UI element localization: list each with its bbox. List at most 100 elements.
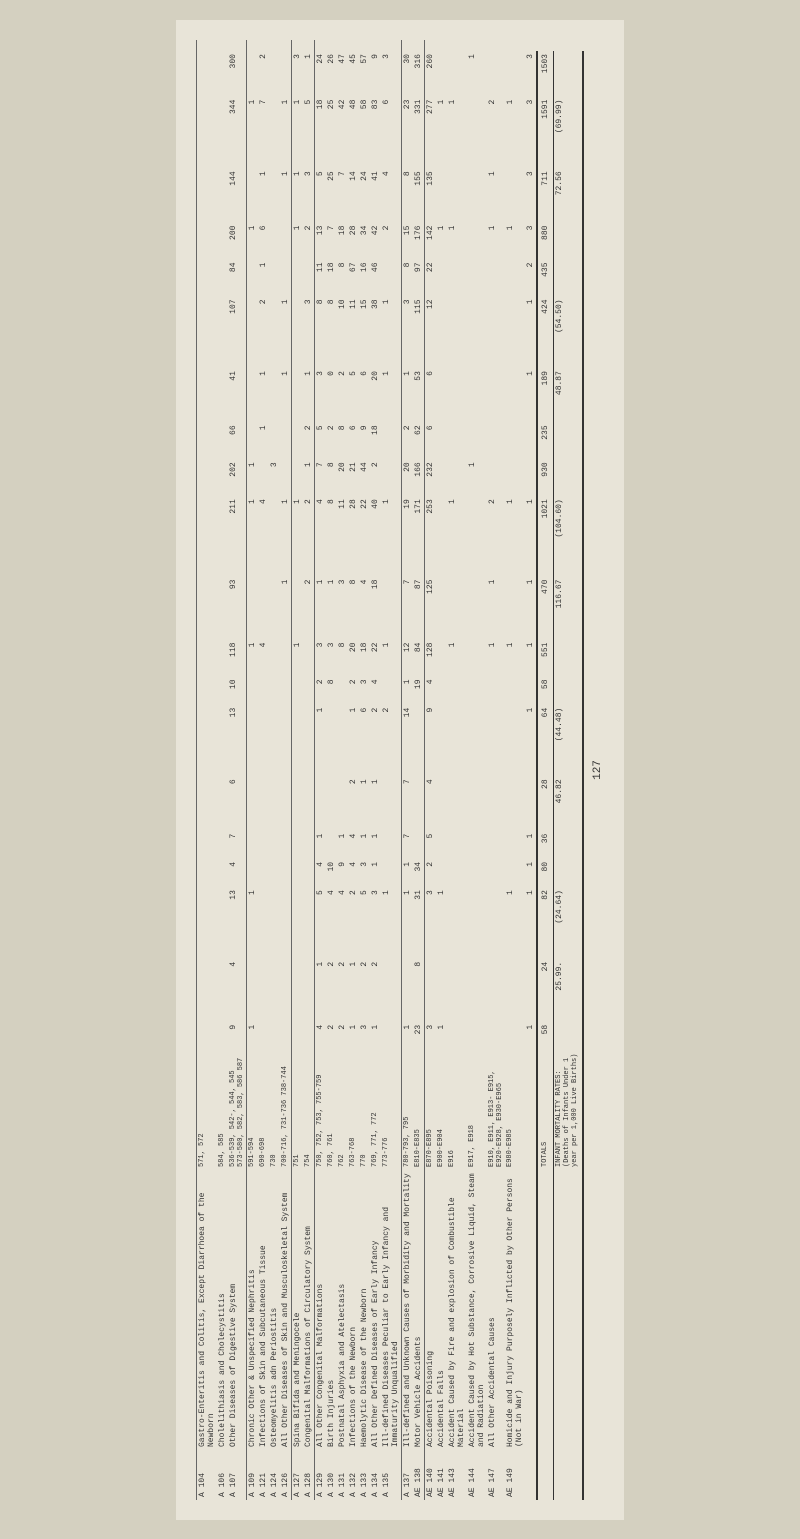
data-cell <box>525 958 537 1021</box>
data-cell: 1 <box>525 887 537 959</box>
data-cell <box>381 576 402 639</box>
data-cell: 1 <box>525 830 537 858</box>
data-cell <box>381 459 402 496</box>
data-cell: 316 <box>413 51 425 97</box>
rate-cell <box>554 639 584 676</box>
data-cell <box>381 40 402 51</box>
data-cell: 2 <box>326 958 337 1021</box>
data-cell: 1 <box>402 676 414 704</box>
data-cell: 1 <box>303 368 315 422</box>
rates-label: INFANT MORTALITY RATES: (Deaths of Infan… <box>554 1050 584 1170</box>
data-cell <box>197 830 218 858</box>
data-cell: 8 <box>326 676 337 704</box>
data-cell: 2 <box>381 704 402 776</box>
total-cell: 551 <box>537 639 554 676</box>
data-cell <box>402 40 414 51</box>
data-cell: 4 <box>425 676 437 704</box>
data-cell: 1 <box>381 496 402 576</box>
data-cell: 4 <box>228 958 247 1021</box>
data-cell <box>487 830 505 858</box>
data-cell <box>258 887 269 959</box>
data-cell: 260 <box>425 51 437 97</box>
data-cell <box>359 40 370 51</box>
data-cell <box>303 858 315 886</box>
row-icd: E810-E835 <box>413 1050 425 1170</box>
row-code: AE 138 <box>413 1450 425 1500</box>
data-cell <box>467 368 487 422</box>
data-cell <box>487 704 505 776</box>
data-cell: 13 <box>315 222 327 259</box>
data-cell: 2 <box>303 222 315 259</box>
data-cell <box>269 51 280 97</box>
data-cell <box>197 496 218 576</box>
data-cell: 11 <box>348 296 359 368</box>
data-cell <box>292 676 304 704</box>
data-cell: 25 <box>326 168 337 222</box>
data-cell: 3 <box>425 887 437 959</box>
blank <box>554 1170 584 1450</box>
data-cell: 8 <box>326 296 337 368</box>
row-icd: 763-768 <box>348 1050 359 1170</box>
data-cell: 30 <box>402 51 414 97</box>
data-cell <box>487 422 505 459</box>
row-label: Other Diseases of Digestive System <box>228 1170 247 1450</box>
data-cell: 1 <box>280 168 292 222</box>
data-cell <box>247 51 259 97</box>
data-cell: 2 <box>326 1021 337 1049</box>
data-cell <box>228 40 247 51</box>
data-cell <box>197 296 218 368</box>
data-cell <box>217 576 228 639</box>
data-cell <box>280 222 292 259</box>
data-cell: 2 <box>425 858 437 886</box>
data-cell: 107 <box>228 296 247 368</box>
data-cell <box>303 887 315 959</box>
data-cell: 2 <box>303 496 315 576</box>
data-cell <box>303 40 315 51</box>
data-cell: 3 <box>359 1021 370 1049</box>
data-cell: 34 <box>413 858 425 886</box>
data-cell: 4 <box>258 496 269 576</box>
data-cell: 8 <box>326 496 337 576</box>
rate-cell: 25.99. <box>554 958 584 1021</box>
data-cell: 1 <box>505 639 525 676</box>
data-cell <box>197 422 218 459</box>
data-cell <box>487 259 505 296</box>
data-cell <box>487 296 505 368</box>
blank <box>537 1170 554 1450</box>
row-label: Osteomyelitis adn Periostitis <box>269 1170 280 1450</box>
data-cell: 5 <box>359 887 370 959</box>
data-cell <box>467 422 487 459</box>
data-cell: 125 <box>425 576 437 639</box>
data-cell <box>447 858 467 886</box>
row-icd: 584, 585 <box>217 1050 228 1170</box>
data-cell: 6 <box>359 704 370 776</box>
data-cell: 1 <box>258 168 269 222</box>
data-cell <box>467 704 487 776</box>
data-cell <box>315 776 327 830</box>
data-cell: 9 <box>359 422 370 459</box>
row-icd: E916 <box>447 1050 467 1170</box>
data-cell: 1 <box>447 96 467 168</box>
row-icd: E870-E895 <box>425 1050 437 1170</box>
data-cell <box>505 676 525 704</box>
data-cell <box>487 459 505 496</box>
data-cell: 23 <box>402 96 414 168</box>
data-cell <box>525 40 537 51</box>
data-cell <box>326 830 337 858</box>
data-cell: 1 <box>381 368 402 422</box>
data-cell <box>197 704 218 776</box>
data-cell <box>269 296 280 368</box>
total-cell: 1503 <box>537 51 554 97</box>
data-cell: 9 <box>425 704 437 776</box>
data-cell <box>326 704 337 776</box>
data-cell: 1 <box>487 222 505 259</box>
data-cell: 10 <box>337 296 348 368</box>
data-cell <box>467 776 487 830</box>
data-cell: 1 <box>447 639 467 676</box>
data-cell: 128 <box>425 639 437 676</box>
data-cell <box>505 958 525 1021</box>
data-cell <box>413 40 425 51</box>
data-cell: 300 <box>228 51 247 97</box>
data-cell <box>280 422 292 459</box>
data-cell: 2 <box>370 958 381 1021</box>
